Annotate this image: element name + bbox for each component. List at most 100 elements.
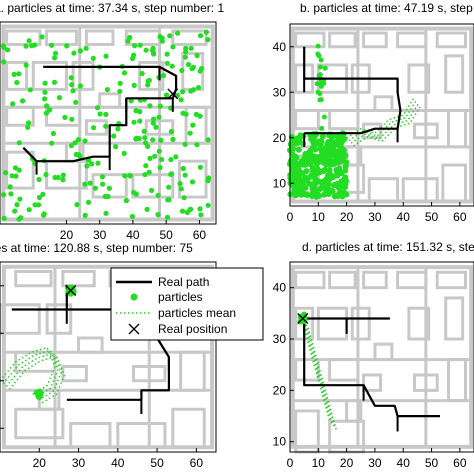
panel-d-frame bbox=[289, 261, 474, 453]
particle bbox=[26, 38, 32, 44]
particle bbox=[60, 172, 66, 178]
particle bbox=[318, 57, 324, 63]
particle bbox=[197, 33, 204, 39]
particle bbox=[205, 137, 211, 143]
particle bbox=[103, 111, 109, 117]
particle bbox=[23, 62, 29, 68]
particle bbox=[329, 138, 335, 145]
map-room bbox=[131, 173, 175, 199]
map-room bbox=[5, 150, 35, 190]
particle bbox=[103, 123, 109, 129]
particle bbox=[18, 215, 24, 221]
x-tick-label: 0 bbox=[287, 210, 294, 224]
particle bbox=[302, 191, 309, 198]
panel-d-real-path bbox=[303, 317, 440, 432]
map-room bbox=[5, 60, 29, 91]
panel-b-frame bbox=[289, 23, 474, 207]
particle bbox=[168, 128, 174, 135]
particle bbox=[145, 143, 151, 149]
particle bbox=[340, 191, 347, 198]
particle bbox=[194, 52, 200, 59]
x-tick-label: 60 bbox=[193, 228, 207, 242]
panel-d-title: d. particles at time: 151.32 s, step num… bbox=[302, 240, 474, 254]
particle bbox=[156, 148, 162, 154]
particle bbox=[314, 81, 320, 87]
particle bbox=[166, 197, 172, 203]
map-room bbox=[45, 303, 73, 335]
particle bbox=[147, 155, 153, 161]
particle bbox=[312, 146, 319, 153]
particle bbox=[341, 136, 348, 143]
particle bbox=[1, 59, 7, 65]
particle bbox=[157, 165, 163, 171]
particle bbox=[42, 96, 48, 102]
particle bbox=[168, 171, 174, 177]
particle bbox=[36, 176, 42, 183]
map-room bbox=[407, 306, 431, 341]
particle bbox=[132, 43, 138, 49]
map-room bbox=[328, 270, 357, 290]
panel-a-particles bbox=[0, 29, 212, 222]
particles-mean-line bbox=[8, 355, 66, 405]
particle bbox=[121, 150, 127, 156]
legend-real-position-label: Real position bbox=[158, 322, 227, 336]
particle bbox=[11, 71, 17, 77]
particle bbox=[131, 82, 137, 88]
map-room bbox=[435, 270, 468, 290]
particle bbox=[318, 83, 324, 89]
x-tick-label: 50 bbox=[150, 456, 164, 470]
particle bbox=[129, 56, 136, 62]
particle bbox=[137, 109, 143, 115]
x-tick-label: 30 bbox=[93, 228, 107, 242]
map-room bbox=[14, 270, 53, 288]
particle bbox=[316, 156, 323, 163]
particle bbox=[131, 119, 137, 125]
map-room bbox=[31, 60, 68, 91]
panel-a-real-path bbox=[22, 65, 178, 175]
particle bbox=[142, 135, 148, 141]
map-room bbox=[435, 31, 468, 49]
particle bbox=[295, 139, 301, 146]
particle bbox=[40, 191, 46, 197]
particles-mean-line bbox=[5, 352, 63, 402]
particle bbox=[335, 184, 342, 191]
particle bbox=[309, 182, 316, 189]
particle bbox=[145, 78, 151, 84]
particle bbox=[160, 72, 167, 79]
real-path-line bbox=[303, 46, 402, 135]
legend-box bbox=[110, 267, 264, 341]
particle bbox=[159, 156, 165, 163]
particle bbox=[36, 194, 43, 201]
particle bbox=[300, 140, 307, 147]
particle bbox=[147, 103, 153, 109]
particle bbox=[2, 170, 9, 176]
panel-a-real-position-marker bbox=[167, 88, 179, 100]
y-tick-label: 10 bbox=[273, 435, 287, 449]
legend: Real path particles particles mean Real … bbox=[110, 267, 264, 341]
particle bbox=[12, 165, 18, 171]
particle bbox=[82, 138, 88, 144]
real-position-marker bbox=[167, 88, 179, 100]
particle bbox=[297, 176, 304, 183]
particle bbox=[90, 55, 96, 61]
map-room bbox=[116, 422, 167, 449]
particle bbox=[205, 37, 211, 43]
particle bbox=[1, 192, 7, 198]
particle bbox=[157, 103, 163, 109]
x-tick-label: 30 bbox=[368, 210, 382, 224]
x-tick-label: 0 bbox=[287, 456, 294, 470]
particle bbox=[320, 182, 327, 189]
particle bbox=[127, 34, 133, 41]
map-room bbox=[69, 422, 112, 449]
particle bbox=[194, 142, 200, 148]
particle bbox=[187, 207, 193, 213]
particle bbox=[52, 174, 58, 181]
particle bbox=[106, 185, 112, 191]
particle bbox=[62, 114, 68, 120]
particle bbox=[17, 196, 23, 202]
particle bbox=[166, 184, 172, 190]
particle bbox=[44, 103, 50, 109]
particle bbox=[334, 159, 341, 166]
